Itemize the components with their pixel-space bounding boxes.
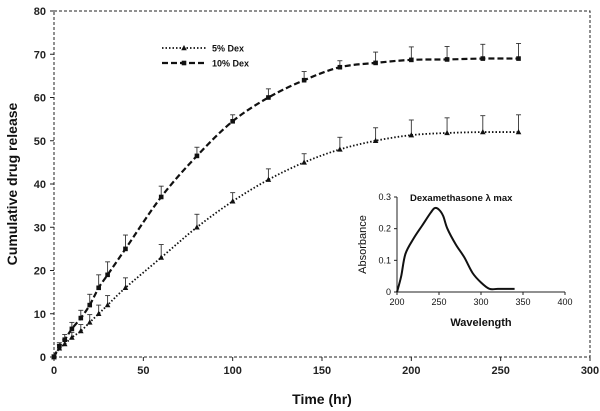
y-tick-label: 0	[40, 352, 46, 364]
main-axes: 0 10 20 30 40 50 60 70 80 0 50 100 150 200 250 300	[34, 6, 599, 377]
data-point	[104, 302, 111, 308]
data-point	[194, 153, 200, 159]
x-tick-label: 100	[223, 365, 241, 377]
data-point	[301, 77, 307, 83]
inset-title: Dexamethasone λ max	[410, 193, 513, 204]
data-point	[372, 137, 379, 143]
x-tick-label: 150	[313, 365, 331, 377]
y-tick-label: 60	[34, 93, 46, 105]
inset-x-tick-label: 200	[389, 297, 404, 307]
y-tick-label: 10	[34, 309, 46, 321]
inset-x-tick-label: 250	[431, 297, 446, 307]
data-point	[408, 132, 415, 138]
x-tick-label: 250	[491, 365, 509, 377]
data-point	[95, 310, 102, 316]
data-point	[480, 56, 486, 61]
data-point	[69, 334, 75, 340]
main-series	[51, 42, 522, 360]
data-point	[444, 57, 450, 62]
inset-x-tick-label: 350	[515, 297, 530, 307]
data-point	[57, 343, 62, 349]
x-tick-label: 50	[137, 365, 149, 377]
legend-label: 5% Dex	[212, 44, 244, 54]
y-tick-label: 20	[34, 266, 46, 278]
data-point	[61, 341, 68, 347]
data-point	[69, 326, 75, 332]
inset-x-tick-label: 300	[473, 297, 488, 307]
series-10pct-dex	[51, 42, 522, 360]
data-point	[444, 129, 450, 136]
y-axis-title: Cumulative drug release	[4, 102, 20, 265]
x-tick-label: 200	[402, 365, 420, 377]
inset-y-tick-label: 0.3	[378, 192, 391, 202]
data-point	[78, 315, 84, 321]
data-point	[62, 337, 68, 342]
data-point	[229, 198, 236, 204]
x-axis-title: Time (hr)	[292, 391, 352, 407]
data-point	[409, 57, 414, 63]
legend-label: 10% Dex	[212, 59, 249, 69]
inset-y-tick-label: 0	[386, 287, 391, 297]
y-tick-label: 70	[34, 49, 46, 61]
data-point	[266, 95, 271, 100]
data-point	[480, 129, 486, 135]
x-tick-label: 0	[51, 365, 57, 377]
series-line	[53, 131, 519, 358]
data-point	[122, 284, 129, 290]
data-point	[158, 254, 164, 260]
data-point	[78, 328, 84, 334]
data-point	[123, 246, 128, 252]
data-point	[337, 64, 343, 70]
y-tick-label: 80	[34, 6, 46, 18]
legend-marker	[181, 60, 187, 66]
data-point	[51, 354, 57, 360]
inset-chart: 0 0.1 0.2 0.3 200 250 300 350 400 Dexamethasone λ…	[357, 192, 573, 329]
data-point	[516, 56, 521, 61]
y-tick-label: 30	[34, 222, 46, 234]
inset-y-tick-label: 0.1	[378, 255, 391, 265]
data-point	[105, 272, 110, 278]
data-point	[194, 224, 200, 230]
data-point	[87, 302, 93, 308]
data-point	[86, 319, 93, 325]
data-point	[230, 118, 235, 124]
data-point	[158, 194, 164, 200]
data-point	[265, 176, 272, 182]
inset-x-tick-label: 400	[557, 297, 572, 307]
series-line	[53, 57, 519, 358]
data-point	[373, 60, 378, 66]
inset-series-line	[396, 206, 515, 293]
data-point	[96, 285, 101, 291]
x-tick-label: 300	[581, 365, 599, 377]
y-tick-label: 40	[34, 179, 46, 191]
data-point	[337, 146, 343, 152]
inset-y-axis-title: Absorbance	[357, 215, 369, 274]
data-point	[301, 159, 307, 165]
legend-marker	[181, 45, 187, 51]
plot-border	[53, 10, 591, 358]
y-tick-label: 50	[34, 136, 46, 148]
data-point	[515, 129, 522, 135]
inset-x-axis-title: Wavelength	[450, 317, 512, 329]
legend: 5% Dex 10% Dex	[162, 44, 249, 69]
inset-y-tick-label: 0.2	[378, 224, 391, 234]
